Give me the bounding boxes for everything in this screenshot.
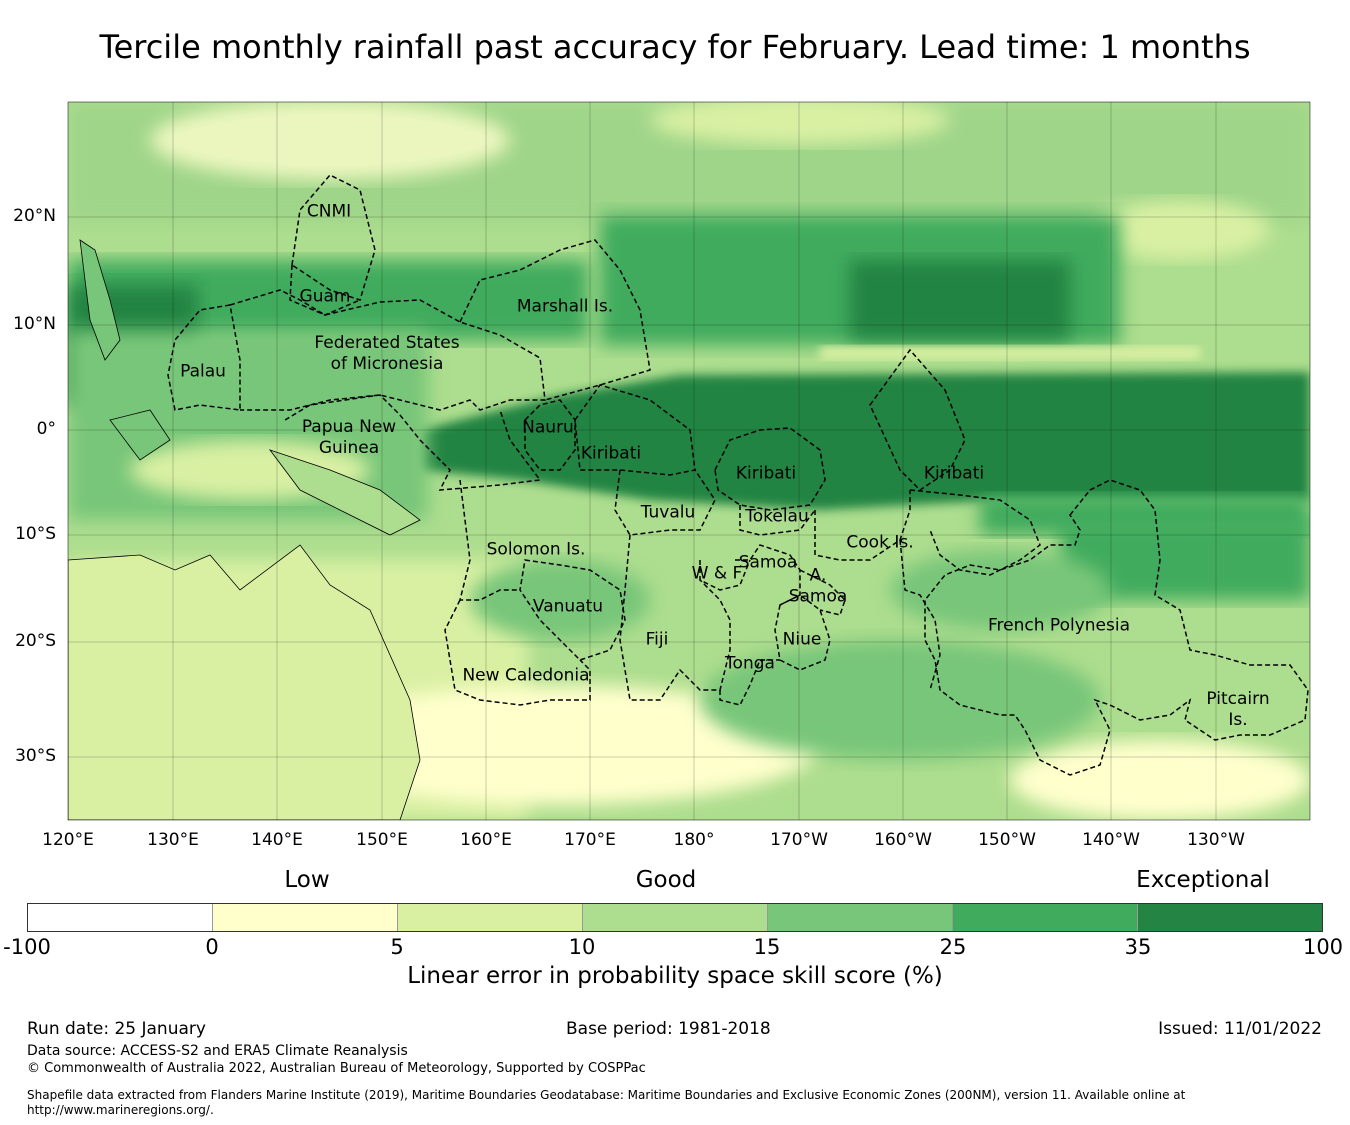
lon-tick-130w: 130°W	[1187, 830, 1245, 850]
lat-tick-30s: 30°S	[15, 746, 56, 766]
colorbar-swatch	[583, 904, 768, 931]
region-label-kiribati-west: Kiribati	[580, 443, 642, 464]
region-label-french-polynesia: French Polynesia	[988, 615, 1130, 636]
lat-tick-0: 0°	[36, 419, 56, 439]
eez-boundaries	[167, 174, 1309, 776]
region-label-pitcairn: Pitcairn Is.	[1206, 689, 1270, 730]
region-label-palau: Palau	[180, 361, 226, 382]
lon-tick-120e: 120°E	[42, 830, 94, 850]
lat-tick-10s: 10°S	[15, 524, 56, 544]
issued-date: Issued: 11/01/2022	[1158, 1019, 1322, 1039]
category-low: Low	[284, 867, 330, 893]
shapefile-credit: Shapefile data extracted from Flanders M…	[27, 1088, 1186, 1102]
region-label-american-samoa: Samoa	[788, 586, 848, 607]
region-label-samoa: Samoa	[738, 552, 798, 573]
lon-tick-150e: 150°E	[356, 830, 408, 850]
lon-tick-130e: 130°E	[147, 830, 199, 850]
lat-tick-20s: 20°S	[15, 631, 56, 651]
region-label-new-caledonia: New Caledonia	[462, 665, 590, 686]
base-period: Base period: 1981-2018	[566, 1019, 771, 1039]
colorbar-tick: -100	[3, 935, 51, 959]
colorbar-tick: 5	[390, 935, 404, 959]
lon-tick-170w: 170°W	[770, 830, 828, 850]
lon-tick-160e: 160°E	[460, 830, 512, 850]
colorbar-swatch	[768, 904, 953, 931]
region-label-tuvalu: Tuvalu	[640, 502, 696, 523]
lon-tick-160w: 160°W	[874, 830, 932, 850]
colorbar-tick: 0	[205, 935, 219, 959]
region-label-png: Papua New Guinea	[301, 417, 397, 458]
region-label-fsm: Federated States of Micronesia	[314, 333, 460, 374]
region-label-marshall: Marshall Is.	[516, 296, 614, 317]
colorbar-swatch	[1138, 904, 1322, 931]
category-exceptional: Exceptional	[1136, 867, 1270, 893]
region-label-kiribati-east: Kiribati	[923, 463, 985, 484]
colorbar-tick: 10	[568, 935, 596, 959]
lat-tick-10n: 10°N	[13, 314, 56, 334]
region-label-guam: Guam	[299, 286, 351, 307]
region-label-solomon: Solomon Is.	[486, 539, 586, 560]
colorbar-swatch	[28, 904, 213, 931]
colorbar-tick: 100	[1302, 935, 1344, 959]
region-label-nauru: Nauru	[522, 417, 574, 438]
region-label-cook: Cook Is.	[846, 532, 914, 553]
region-label-niue: Niue	[782, 629, 822, 650]
category-good: Good	[635, 867, 697, 893]
region-label-wallis-futuna: W & F	[691, 563, 743, 584]
colorbar-swatch	[953, 904, 1138, 931]
region-label-tokelau: Tokelau	[745, 506, 809, 527]
skill-score-field	[68, 102, 1310, 820]
colorbar-swatch	[213, 904, 398, 931]
lon-tick-140w: 140°W	[1082, 830, 1140, 850]
data-source: Data source: ACCESS-S2 and ERA5 Climate …	[27, 1043, 408, 1059]
run-date: Run date: 25 January	[27, 1019, 206, 1039]
colorbar-tick: 25	[939, 935, 967, 959]
lon-tick-170e: 170°E	[564, 830, 616, 850]
region-label-tonga: Tonga	[725, 653, 775, 674]
map-panel	[67, 101, 1311, 821]
region-label-vanuatu: Vanuatu	[532, 596, 604, 617]
colorbar-tick: 15	[753, 935, 781, 959]
colorbar-tick: 35	[1124, 935, 1152, 959]
colorbar-label: Linear error in probability space skill …	[407, 963, 943, 989]
chart-title: Tercile monthly rainfall past accuracy f…	[99, 28, 1251, 66]
marineregions-link[interactable]: http://www.marineregions.org/.	[27, 1103, 214, 1117]
lon-tick-180: 180°	[673, 830, 715, 850]
region-label-kiribati-central: Kiribati	[735, 463, 797, 484]
colorbar	[27, 903, 1323, 932]
region-label-fiji: Fiji	[645, 629, 669, 650]
lat-tick-20n: 20°N	[13, 206, 56, 226]
region-label-cnmi: CNMI	[306, 201, 352, 222]
lon-tick-140e: 140°E	[251, 830, 303, 850]
region-label-american: A.	[809, 565, 827, 586]
copyright: © Commonwealth of Australia 2022, Austra…	[27, 1061, 646, 1076]
lon-tick-150w: 150°W	[978, 830, 1036, 850]
colorbar-swatch	[398, 904, 583, 931]
